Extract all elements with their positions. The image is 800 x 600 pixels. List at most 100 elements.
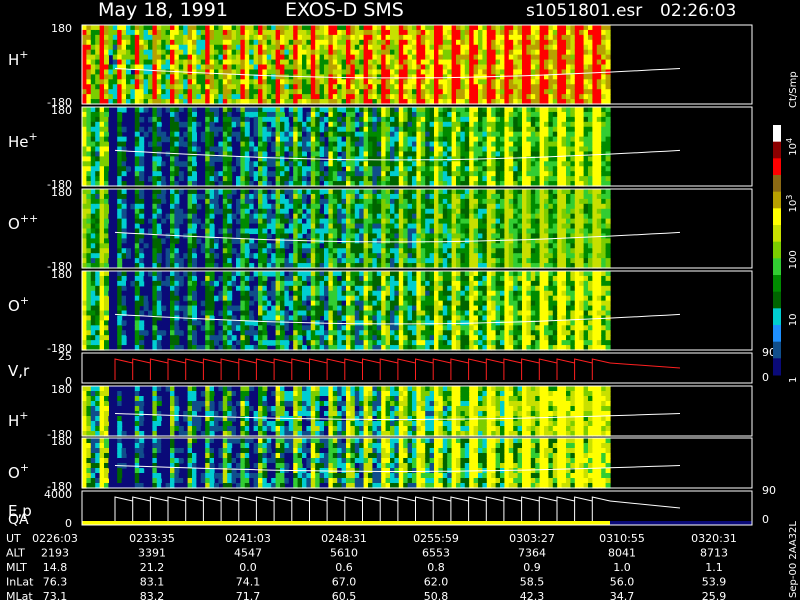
spectrogram-cell <box>451 29 457 36</box>
spectrogram-cell <box>302 151 307 157</box>
spectrogram-cell <box>126 34 131 41</box>
spectrogram-cell <box>398 223 404 230</box>
spectrogram-cell <box>104 189 109 195</box>
spectrogram-cell <box>332 171 338 177</box>
spectrogram-cell <box>328 233 334 239</box>
spectrogram-cell <box>372 161 378 167</box>
spectrogram-cell <box>350 29 356 36</box>
spectrogram-cell <box>236 54 241 61</box>
spectrogram-cell <box>508 131 514 138</box>
spectrogram-cell <box>390 74 395 80</box>
spectrogram-cell <box>231 136 237 143</box>
spectrogram-cell <box>244 49 250 56</box>
spectrogram-cell <box>535 84 541 90</box>
spectrogram-cell <box>178 29 184 36</box>
spectrogram-cell <box>192 208 197 215</box>
spectrogram-cell <box>178 218 184 225</box>
spectrogram-cell <box>530 69 536 75</box>
spectrogram-cell <box>222 223 228 230</box>
spectrogram-cell <box>398 126 404 133</box>
spectrogram-cell <box>346 176 351 182</box>
spectrogram-cell <box>354 166 360 172</box>
spectrogram-cell <box>174 218 180 225</box>
spectrogram-cell <box>447 243 453 249</box>
spectrogram-cell <box>244 126 250 133</box>
spectrogram-cell <box>117 49 123 56</box>
spectrogram-cell <box>385 151 391 157</box>
spectrogram-cell <box>420 25 426 31</box>
spectrogram-cell <box>183 59 189 66</box>
spectrogram-cell <box>398 107 404 113</box>
spectrogram-cell <box>451 151 457 157</box>
spectrogram-cell <box>570 161 576 167</box>
spectrogram-cell <box>178 189 184 195</box>
spectrogram-cell <box>605 59 611 66</box>
spectrogram-cell <box>412 25 417 31</box>
spectrogram-cell <box>227 116 233 123</box>
spectrogram-cell <box>183 25 189 31</box>
spectrogram-cell <box>209 146 215 153</box>
spectrogram-cell <box>601 131 607 138</box>
spectrogram-cell <box>460 166 466 172</box>
spectrogram-cell <box>412 54 417 61</box>
spectrogram-cell <box>368 89 373 95</box>
spectrogram-cell <box>438 39 444 46</box>
spectrogram-cell <box>605 171 611 177</box>
spectrogram-cell <box>544 54 549 61</box>
spectrogram-cell <box>205 151 211 157</box>
spectrogram-cell <box>214 79 219 85</box>
spectrogram-cell <box>222 203 228 210</box>
spectrogram-cell <box>381 248 387 254</box>
spectrogram-cell <box>566 146 571 153</box>
spectrogram-cell <box>231 74 237 80</box>
spectrogram-cell <box>253 228 259 235</box>
spectrogram-cell <box>438 121 444 128</box>
spectrogram-cell <box>183 79 189 85</box>
spectrogram-cell <box>134 79 140 85</box>
spectrogram-cell <box>337 243 343 249</box>
spectrogram-cell <box>517 84 523 90</box>
spectrogram-cell <box>394 198 400 205</box>
spectrogram-cell <box>187 253 193 259</box>
spectrogram-cell <box>429 89 435 95</box>
spectrogram-cell <box>244 253 250 259</box>
spectrogram-cell <box>522 141 527 148</box>
spectrogram-cell <box>130 64 136 71</box>
spectrogram-cell <box>346 213 351 220</box>
spectrogram-cell <box>315 136 321 143</box>
spectrogram-cell <box>262 89 268 95</box>
spectrogram-cell <box>429 161 435 167</box>
spectrogram-cell <box>363 243 369 249</box>
spectrogram-cell <box>253 218 259 225</box>
spectrogram-cell <box>486 94 492 100</box>
spectrogram-cell <box>337 136 343 143</box>
spectrogram-cell <box>372 107 378 113</box>
spectrogram-cell <box>240 263 246 269</box>
spectrogram-cell <box>447 193 453 200</box>
spectrogram-cell <box>429 111 435 118</box>
spectrogram-cell <box>394 116 400 123</box>
spectrogram-cell <box>372 171 378 177</box>
spectrogram-cell <box>447 171 453 177</box>
spectrogram-cell <box>139 136 145 143</box>
spectrogram-cell <box>236 258 241 264</box>
spectrogram-cell <box>271 156 277 162</box>
spectrogram-cell <box>240 193 246 200</box>
spectrogram-cell <box>95 176 101 182</box>
spectrogram-cell <box>280 223 285 230</box>
spectrogram-cell <box>240 218 246 225</box>
spectrogram-cell <box>99 64 105 71</box>
spectrogram-cell <box>302 84 307 90</box>
spectrogram-cell <box>394 146 400 153</box>
spectrogram-cell <box>341 146 347 153</box>
spectrogram-cell <box>297 203 303 210</box>
spectrogram-cell <box>570 121 576 128</box>
spectrogram-cell <box>416 126 422 133</box>
spectrogram-cell <box>341 181 347 187</box>
spectrogram-cell <box>82 166 87 172</box>
spectrogram-cell <box>121 64 127 71</box>
spectrogram-cell <box>214 94 219 100</box>
spectrogram-cell <box>315 253 321 259</box>
spectrogram-cell <box>310 141 316 148</box>
spectrogram-cell <box>495 59 501 66</box>
